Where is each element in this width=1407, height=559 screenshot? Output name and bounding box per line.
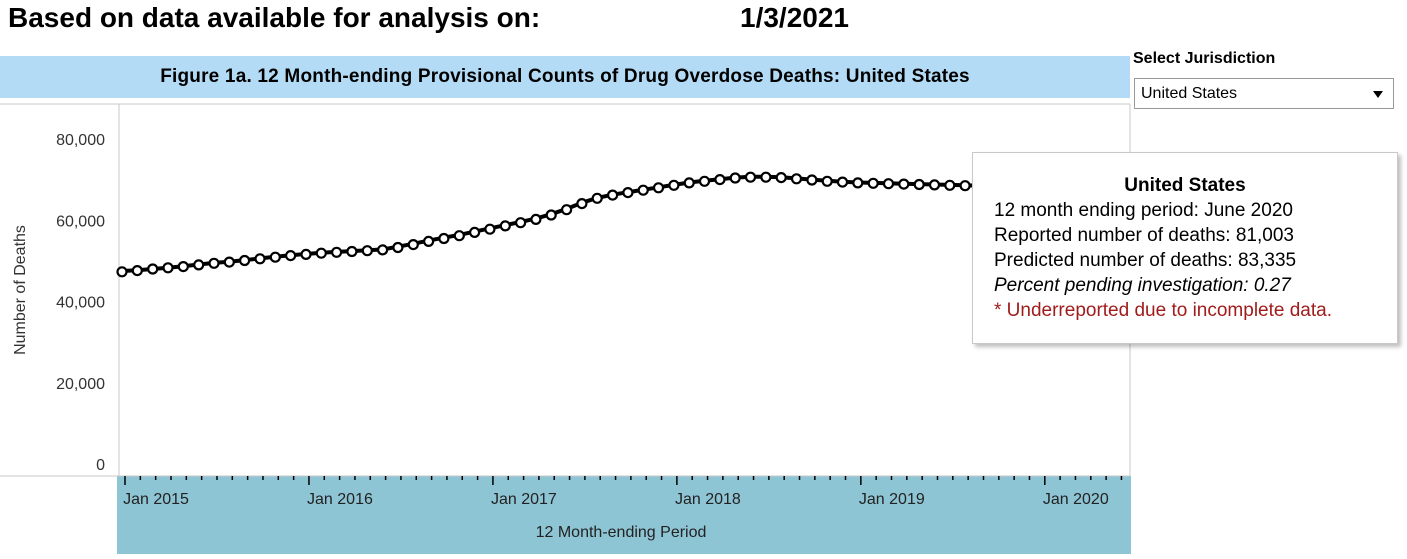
chevron-down-icon[interactable]	[1373, 91, 1383, 98]
x-axis-band	[117, 476, 1131, 554]
reported-series-point	[622, 187, 634, 199]
reported-series-point	[698, 175, 711, 187]
reported-series-point	[453, 230, 465, 242]
tooltip-title: United States	[1124, 175, 1246, 196]
reported-series-point	[591, 192, 603, 204]
reported-series-point	[315, 247, 327, 259]
reported-series-point	[790, 173, 803, 185]
reported-series-point	[131, 265, 143, 277]
x-tick-label: Jan 2017	[491, 491, 557, 508]
reported-series-point	[652, 182, 665, 194]
reported-series-point	[821, 175, 833, 187]
reported-series-point	[760, 171, 772, 183]
tooltip-pending: Percent pending investigation: 0.27	[994, 275, 1291, 296]
reported-series-point	[867, 177, 879, 189]
reported-series-point	[913, 178, 925, 191]
reported-series-point	[177, 261, 189, 273]
reported-series-point	[637, 184, 649, 196]
reported-series-point	[836, 176, 849, 188]
figure-title: Figure 1a. 12 Month-ending Provisional C…	[0, 56, 1130, 98]
reported-series-point	[254, 253, 266, 265]
y-axis-label: Number of Deaths	[12, 225, 29, 355]
tooltip-predicted: Predicted number of deaths: 83,335	[994, 250, 1297, 271]
reported-series-point	[162, 262, 174, 274]
reported-series-point	[346, 245, 358, 258]
reported-series-point	[361, 245, 373, 257]
x-axis-label: 12 Month-ending Period	[536, 524, 707, 541]
reported-series-point	[407, 239, 419, 251]
reported-series-point	[116, 266, 128, 278]
reported-series-point	[744, 171, 757, 183]
reported-series-point	[530, 213, 542, 225]
reported-series-point	[499, 220, 511, 232]
x-tick-label: Jan 2016	[307, 491, 373, 508]
y-tick-label: 20,000	[56, 376, 105, 393]
reported-series-point	[285, 250, 297, 262]
reported-series-point	[514, 217, 527, 229]
reported-series-point	[300, 248, 312, 260]
reported-series-point	[606, 189, 619, 201]
data-tooltip: United States 12 month ending period: Ju…	[972, 152, 1398, 344]
analysis-date-label: Based on data available for analysis on:	[8, 2, 541, 33]
jurisdiction-label: Select Jurisdiction	[1133, 50, 1276, 67]
reported-series-point	[928, 179, 941, 191]
reported-series-point	[193, 259, 205, 271]
x-tick-label: Jan 2015	[123, 491, 189, 508]
reported-series-point	[576, 198, 588, 210]
reported-series-point	[147, 263, 159, 275]
reported-series-point	[959, 180, 971, 192]
tooltip-reported: Reported number of deaths: 81,003	[994, 225, 1294, 246]
line-chart: 0 20,000 40,000 60,000 80,000 Number of Death…	[0, 103, 1135, 541]
reported-series-point	[545, 209, 557, 221]
reported-series-point	[683, 177, 695, 189]
reported-series-point	[668, 179, 680, 191]
reported-series-point	[239, 254, 251, 267]
x-tick-label: Jan 2020	[1043, 491, 1109, 508]
tooltip-period: 12 month ending period: June 2020	[994, 200, 1293, 221]
reported-series-point	[775, 172, 787, 184]
reported-series-point	[438, 232, 450, 245]
x-tick-label: Jan 2019	[859, 491, 925, 508]
reported-series-point	[223, 256, 235, 268]
reported-series-point	[898, 178, 910, 190]
jurisdiction-select[interactable]: United States	[1134, 78, 1394, 109]
reported-series-point	[269, 251, 281, 263]
reported-series-point	[484, 223, 496, 235]
y-tick-label: 40,000	[56, 295, 105, 312]
x-tick-label: Jan 2018	[675, 491, 741, 508]
analysis-date-value: 1/3/2021	[740, 2, 849, 33]
reported-series-point	[208, 257, 220, 269]
reported-series-point	[377, 244, 389, 256]
reported-series-point	[852, 177, 864, 189]
reported-series-point	[714, 174, 726, 186]
y-tick-label: 0	[96, 457, 105, 474]
reported-series-point	[560, 204, 573, 216]
y-tick-label: 80,000	[56, 132, 105, 149]
analysis-date-heading: Based on data available for analysis on:…	[8, 0, 908, 36]
reported-series-point	[392, 241, 404, 254]
reported-series-point	[423, 235, 435, 247]
reported-series-point	[331, 246, 343, 258]
reported-series-point	[469, 226, 481, 238]
reported-series-point	[806, 174, 818, 186]
jurisdiction-selected-value: United States	[1141, 85, 1238, 102]
reported-series-point	[882, 178, 895, 190]
reported-series-point	[944, 179, 956, 191]
reported-series-point	[729, 172, 741, 184]
y-tick-label: 60,000	[56, 213, 105, 230]
tooltip-warning: * Underreported due to incomplete data.	[994, 300, 1332, 321]
